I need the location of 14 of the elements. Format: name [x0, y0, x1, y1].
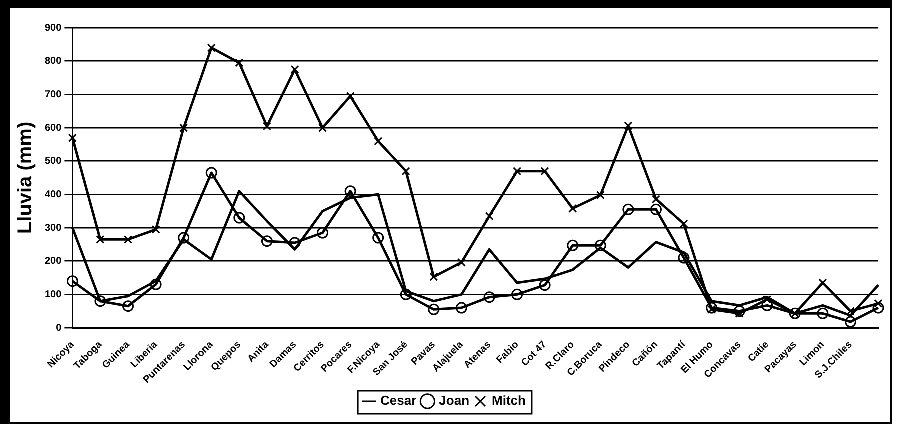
- y-tick-label: 700: [44, 89, 62, 100]
- y-tick-label: 0: [56, 322, 62, 334]
- y-tick-label: 300: [44, 222, 62, 234]
- y-tick-label: 400: [44, 189, 62, 200]
- legend-label: Joan: [439, 393, 470, 408]
- y-tick-label: 800: [44, 56, 62, 68]
- y-tick-label: 900: [44, 22, 62, 34]
- y-axis-title: Lluvia (mm): [14, 122, 37, 234]
- legend-label: Cesar: [380, 393, 417, 408]
- y-tick-label: 200: [44, 256, 62, 268]
- y-tick-label: 100: [44, 289, 62, 300]
- y-tick-label: 500: [44, 156, 62, 168]
- y-tick-label: 600: [44, 122, 62, 134]
- legend-label: Mitch: [492, 393, 526, 408]
